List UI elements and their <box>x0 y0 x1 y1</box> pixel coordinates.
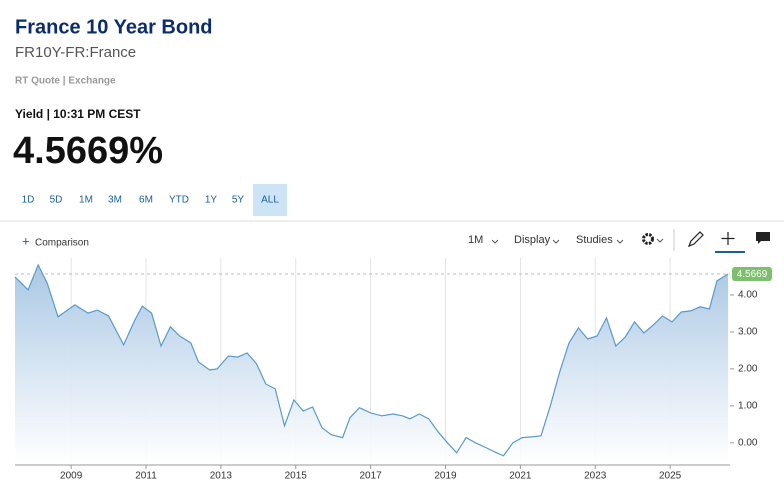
range-button[interactable]: YTD <box>169 195 189 206</box>
range-label: 1D <box>22 195 35 206</box>
x-tick-label: 2021 <box>509 471 532 482</box>
range-label: 5D <box>50 195 63 206</box>
range-button[interactable]: 5D <box>50 195 63 206</box>
plus-icon: + <box>22 233 30 248</box>
chart: 2009 2011 2013 2015 2017 2019 2021 2023 2025 0.00… <box>14 258 772 482</box>
quote-type: RT Quote | Exchange <box>15 76 116 87</box>
range-button[interactable]: 1Y <box>205 195 218 206</box>
yield-time: Yield | 10:31 PM CEST <box>15 107 141 121</box>
symbol: FR10Y-FR:France <box>15 44 136 61</box>
x-tick-label: 2023 <box>584 471 607 482</box>
range-button[interactable]: 3M <box>108 195 122 206</box>
y-tick-label: 2.00 <box>738 364 758 375</box>
price-line <box>14 263 729 457</box>
range-button[interactable]: ALL <box>253 184 287 216</box>
display-label: Display <box>514 234 551 246</box>
comment-button[interactable] <box>756 232 770 244</box>
studies-menu[interactable]: Studies <box>576 234 624 246</box>
settings-button[interactable] <box>642 233 664 245</box>
display-menu[interactable]: Display <box>514 234 560 246</box>
range-label: ALL <box>261 195 279 206</box>
range-button[interactable]: 1M <box>79 195 93 206</box>
x-tick-label: 2013 <box>210 471 233 482</box>
chevron <box>491 239 499 244</box>
range-label: 1Y <box>205 195 218 206</box>
chevron <box>656 238 664 243</box>
last-value-label: 4.5669 <box>737 269 768 280</box>
y-tick-label: 4.00 <box>738 290 758 301</box>
range-label: 3M <box>108 195 122 206</box>
crosshair-button[interactable] <box>715 232 745 253</box>
last-value-tag <box>732 267 772 282</box>
draw-button[interactable] <box>687 231 704 248</box>
y-tick-label: 3.00 <box>738 327 758 338</box>
comparison-label: Comparison <box>35 238 89 249</box>
x-tick-label: 2009 <box>60 471 83 482</box>
y-tick-label: 0.00 <box>738 437 758 448</box>
gear-icon <box>642 233 654 245</box>
range-bar: 1D 5D 1M 3M 6M YTD 1Y 5Y ALL <box>22 184 287 216</box>
title: France 10 Year Bond <box>15 16 213 38</box>
yield-value: 4.5669% <box>13 130 163 172</box>
range-button[interactable]: 6M <box>139 195 153 206</box>
x-tick-label: 2019 <box>434 471 457 482</box>
interval-menu[interactable]: 1M <box>468 234 499 246</box>
range-label: 1M <box>79 195 93 206</box>
y-tick-label: 1.00 <box>738 400 758 411</box>
comparison-button[interactable]: + Comparison <box>22 233 89 248</box>
range-label: YTD <box>169 195 189 206</box>
crosshair-icon <box>721 232 735 245</box>
interval-label: 1M <box>468 234 483 246</box>
x-tick-label: 2015 <box>285 471 308 482</box>
range-label: 6M <box>139 195 153 206</box>
chevron <box>616 239 624 244</box>
selected-bg <box>253 184 287 216</box>
studies-label: Studies <box>576 234 613 246</box>
range-button[interactable]: 5Y <box>232 195 245 206</box>
x-tick-label: 2017 <box>360 471 383 482</box>
x-tick-label: 2011 <box>135 471 157 482</box>
range-button[interactable]: 1D <box>22 195 35 206</box>
area-fill <box>15 265 729 465</box>
chevron <box>552 239 560 244</box>
x-tick-label: 2025 <box>659 471 682 482</box>
range-label: 5Y <box>232 195 245 206</box>
